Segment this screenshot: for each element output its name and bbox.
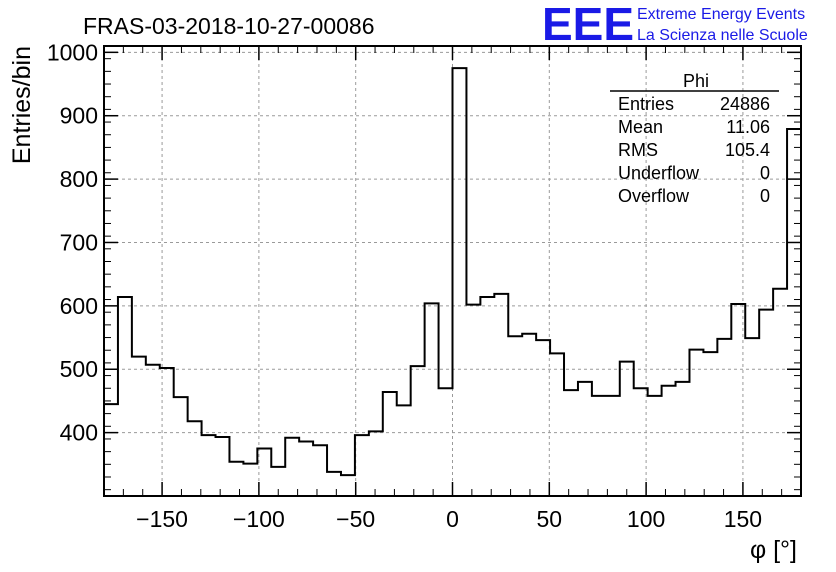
histogram-bin bbox=[188, 421, 202, 496]
logo-line-2: La Scienza nelle Scuole bbox=[637, 27, 808, 44]
x-tick-label: 0 bbox=[446, 506, 459, 532]
y-tick-label: 400 bbox=[60, 420, 98, 446]
histogram-bin bbox=[271, 467, 285, 496]
x-tick-label: −150 bbox=[136, 506, 188, 532]
x-tick-labels: −150 −100 −50 0 50 100 150 bbox=[136, 506, 762, 532]
x-tick-label: −100 bbox=[233, 506, 285, 532]
histogram-bin bbox=[578, 382, 592, 496]
stats-value: 105.4 bbox=[725, 140, 770, 160]
histogram-bin bbox=[383, 392, 397, 496]
stats-value: 24886 bbox=[720, 94, 770, 114]
histogram-bin bbox=[550, 353, 564, 496]
histogram-bin bbox=[411, 366, 425, 496]
histogram-bin bbox=[243, 464, 257, 496]
histogram-bin bbox=[759, 310, 773, 496]
histogram-bin bbox=[703, 352, 717, 496]
stats-label: Underflow bbox=[618, 163, 700, 183]
histogram-bin bbox=[634, 388, 648, 496]
stats-label: Overflow bbox=[618, 186, 690, 206]
y-tick-label: 600 bbox=[60, 293, 98, 319]
x-axis-title: φ [°] bbox=[750, 536, 797, 564]
histogram-bin bbox=[299, 441, 313, 496]
histogram-bin bbox=[355, 435, 369, 496]
histogram-bin bbox=[202, 435, 216, 496]
y-tick-label: 500 bbox=[60, 356, 98, 382]
histogram-bin bbox=[369, 431, 383, 496]
histogram-bin bbox=[160, 368, 174, 496]
histogram-bin bbox=[174, 397, 188, 496]
y-tick-label: 700 bbox=[60, 229, 98, 255]
histogram-bin bbox=[104, 404, 118, 496]
stats-label: Mean bbox=[618, 117, 663, 137]
histogram-bin bbox=[731, 304, 745, 496]
histogram-bin bbox=[257, 448, 271, 496]
histogram-bin bbox=[648, 396, 662, 496]
histogram-bin bbox=[592, 396, 606, 496]
stats-value: 11.06 bbox=[726, 117, 770, 137]
y-tick-label: 900 bbox=[60, 103, 98, 129]
x-tick-label: −50 bbox=[336, 506, 375, 532]
histogram-bin bbox=[620, 362, 634, 496]
histogram-bin bbox=[146, 365, 160, 496]
stats-box: Phi Entries 24886 Mean 11.06 RMS 105.4 Underfl… bbox=[610, 71, 779, 206]
histogram-bin bbox=[480, 297, 494, 496]
histogram-bin bbox=[397, 405, 411, 496]
chart-title: FRAS-03-2018-10-27-00086 bbox=[83, 13, 375, 39]
histogram-bin bbox=[425, 303, 439, 496]
histogram-bin bbox=[745, 338, 759, 496]
logo-line-1: Extreme Energy Events bbox=[637, 6, 805, 23]
axis-ticks bbox=[103, 45, 802, 496]
histogram-bin bbox=[494, 294, 508, 496]
histogram-bin bbox=[717, 339, 731, 496]
histogram-bin bbox=[508, 336, 522, 496]
histogram-bin bbox=[216, 437, 230, 496]
histogram-bin bbox=[285, 438, 299, 496]
stats-rows: Entries 24886 Mean 11.06 RMS 105.4 Underflow 0 O… bbox=[618, 94, 770, 206]
histogram-outline bbox=[104, 67, 801, 477]
stats-label: Entries bbox=[618, 94, 674, 114]
y-axis-title: Entries/bin bbox=[8, 46, 36, 164]
x-tick-label: 50 bbox=[537, 506, 563, 532]
histogram-bin bbox=[327, 472, 341, 496]
y-tick-label: 1000 bbox=[47, 39, 98, 65]
plot-frame bbox=[103, 45, 802, 497]
histogram-bin bbox=[118, 297, 132, 496]
stats-label: RMS bbox=[618, 140, 658, 160]
histogram-bin bbox=[662, 386, 676, 496]
stats-value: 0 bbox=[760, 163, 770, 183]
histogram-bin bbox=[536, 340, 550, 496]
stats-title: Phi bbox=[683, 71, 709, 91]
eee-logo: EEE Extreme Energy Events La Scienza nel… bbox=[542, 0, 808, 50]
histogram-bin bbox=[522, 334, 536, 496]
stats-value: 0 bbox=[760, 186, 770, 206]
histogram-bin bbox=[787, 129, 801, 496]
y-tick-labels: 400 500 600 700 800 900 1000 bbox=[47, 39, 98, 445]
histogram-bin bbox=[676, 382, 690, 496]
x-tick-label: 100 bbox=[627, 506, 665, 532]
histogram-bin bbox=[439, 388, 453, 496]
histogram-bin bbox=[773, 289, 787, 496]
x-tick-label: 150 bbox=[724, 506, 762, 532]
histogram-bin bbox=[341, 475, 355, 496]
histogram-bin bbox=[564, 390, 578, 496]
histogram-bin bbox=[313, 445, 327, 496]
histogram-bin bbox=[689, 350, 703, 496]
histogram-bin bbox=[453, 68, 467, 496]
y-tick-label: 800 bbox=[60, 166, 98, 192]
histogram-bin bbox=[466, 305, 480, 496]
histogram-bin bbox=[229, 462, 243, 496]
eee-logo-mark: EEE bbox=[542, 0, 634, 50]
histogram-bin bbox=[132, 357, 146, 496]
histogram-bin bbox=[606, 396, 620, 496]
